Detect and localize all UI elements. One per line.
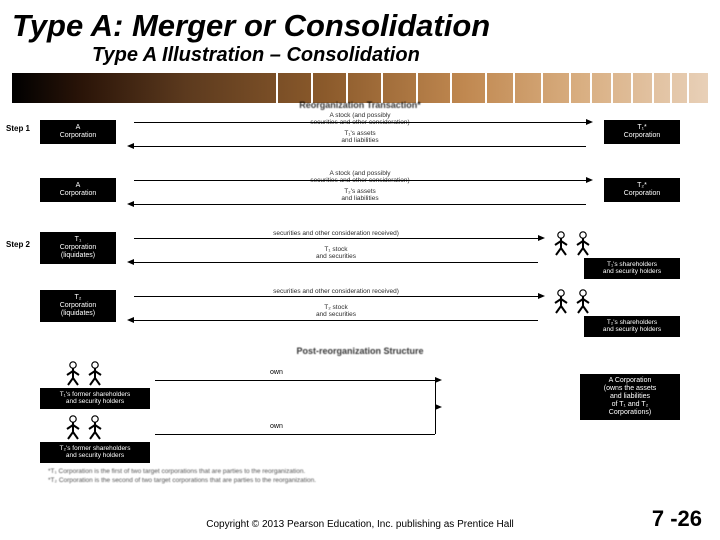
step2-row1: Step 2 T₁ Corporation (liquidates) T₁'s … [40,226,680,284]
node-t1-sh: T₁'s shareholders and security holders [584,258,680,279]
arrow-line [134,146,586,147]
bar-tick [416,73,418,103]
arrow-head [435,404,442,410]
bar-tick [569,73,571,103]
arrow-head [586,177,593,183]
arrow-label-t1stock: T₁ stock and securities [122,246,550,260]
own-line-2 [155,434,435,435]
footnote-1: *T₁ Corporation is the first of two targ… [48,468,680,475]
arrow-head [586,119,593,125]
node-t2-liq: T₂ Corporation (liquidates) [40,290,116,322]
person-icon [86,414,104,440]
arrows-s2r2: securities and other consideration recei… [122,290,550,330]
node-t1-corp: T₁* Corporation [604,120,680,144]
arrow-label-sec-rec-2: securities and other consideration recei… [122,288,550,295]
arrow-line [134,320,538,321]
bar-tick [541,73,543,103]
node-a-corp-1: A Corporation [40,120,116,144]
arrow-line [134,180,586,181]
arrow-head [538,293,545,299]
bar-tick [652,73,654,103]
step2-label: Step 2 [6,240,30,249]
bar-tick [670,73,672,103]
arrow-head [127,317,134,323]
step1-label: Step 1 [6,124,30,133]
person-icon [552,288,570,314]
person-icon [552,230,570,256]
arrow-line [134,238,538,239]
person-icon [86,360,104,386]
node-a-corp-post: A Corporation (owns the assets and liabi… [580,374,680,420]
step2-row2: T₂ Corporation (liquidates) T₂'s shareho… [40,284,680,342]
sub-title: Type A Illustration – Consolidation [92,44,708,67]
arrow-head [538,235,545,241]
main-title: Type A: Merger or Consolidation [12,8,708,44]
step1-row1: Step 1 A Corporation T₁* Corporation A s… [40,110,680,168]
node-a-corp-2: A Corporation [40,178,116,202]
arrow-head [127,259,134,265]
figures-t1sh [552,230,592,261]
arrow-label-t1assets: T₁'s assets and liabilities [122,130,598,144]
arrows-s1r1: A stock (and possibly securities and oth… [122,116,598,156]
node-t2-former: T₂'s former shareholders and security ho… [40,442,150,463]
figures-t2sh [552,288,592,319]
arrow-label-t2assets: T₂'s assets and liabilities [122,188,598,202]
bar-tick [611,73,613,103]
bar-tick [346,73,348,103]
node-t1-liq: T₁ Corporation (liquidates) [40,232,116,264]
bar-tick [450,73,452,103]
section-reorg-title: Reorganization Transaction* [40,100,680,110]
arrow-line [134,296,538,297]
own-label-2: own [270,423,283,430]
arrows-s1r2: A stock (and possibly securities and oth… [122,174,598,214]
diagram: Reorganization Transaction* Step 1 A Cor… [40,100,680,500]
node-t1-former: T₁'s former shareholders and security ho… [40,388,150,409]
arrow-label-stock-2: A stock (and possibly securities and oth… [122,170,598,184]
gradient-bar [12,73,708,103]
arrow-head [127,201,134,207]
post-structure: T₁'s former shareholders and security ho… [40,356,680,466]
bar-tick [687,73,689,103]
bar-tick [276,73,278,103]
bar-tick [631,73,633,103]
person-icon [64,360,82,386]
section-post-title: Post-reorganization Structure [40,346,680,356]
own-label-1: own [270,369,283,376]
own-line-1 [155,380,435,381]
bar-tick [311,73,313,103]
bar-tick [485,73,487,103]
arrow-label-t2stock: T₂ stock and securities [122,304,550,318]
step1-row2: A Corporation T₂* Corporation A stock (a… [40,168,680,226]
figures-t2-former [64,414,104,445]
bar-tick [513,73,515,103]
page-number: 7 -26 [652,506,702,532]
person-icon [64,414,82,440]
person-icon [574,230,592,256]
footnote-2: *T₂ Corporation is the second of two tar… [48,477,680,484]
arrow-line [134,122,586,123]
arrow-line [134,204,586,205]
arrow-line [134,262,538,263]
bar-tick [381,73,383,103]
arrow-label-sec-rec-1: securities and other consideration recei… [122,230,550,237]
person-icon [574,288,592,314]
node-t2-corp: T₂* Corporation [604,178,680,202]
copyright: Copyright © 2013 Pearson Education, Inc.… [0,519,720,530]
bar-tick [590,73,592,103]
figures-t1-former [64,360,104,391]
arrow-label-stock-1: A stock (and possibly securities and oth… [122,112,598,126]
arrow-head [435,377,442,383]
arrow-head [127,143,134,149]
arrows-s2r1: securities and other consideration recei… [122,232,550,272]
node-t2-sh: T₂'s shareholders and security holders [584,316,680,337]
